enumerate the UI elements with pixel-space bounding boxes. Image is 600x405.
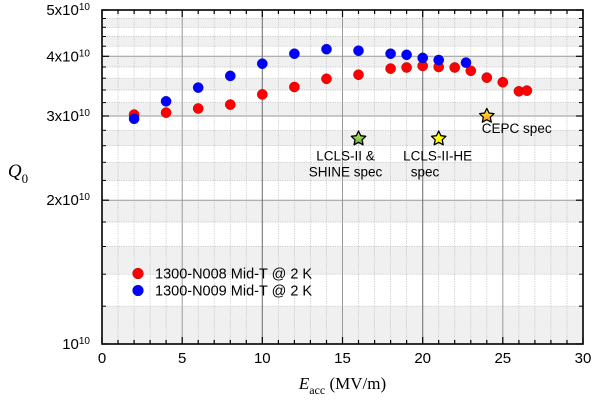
svg-text:0: 0 xyxy=(98,350,106,367)
svg-text:CEPC spec: CEPC spec xyxy=(482,121,552,136)
svg-text:LCLS-II-HE: LCLS-II-HE xyxy=(403,149,472,164)
svg-text:30: 30 xyxy=(575,350,592,367)
svg-text:15: 15 xyxy=(334,350,351,367)
svg-text:5: 5 xyxy=(178,350,186,367)
svg-text:10: 10 xyxy=(254,350,271,367)
svg-text:1300-N009 Mid-T @ 2 K: 1300-N009 Mid-T @ 2 K xyxy=(155,284,312,300)
svg-text:1010: 1010 xyxy=(62,336,90,354)
svg-text:20: 20 xyxy=(414,350,431,367)
svg-text:Eacc (MV/m): Eacc (MV/m) xyxy=(298,374,386,397)
svg-text:4x1010: 4x1010 xyxy=(46,48,90,66)
svg-text:25: 25 xyxy=(494,350,511,367)
svg-text:2x1010: 2x1010 xyxy=(46,192,90,210)
svg-text:3x1010: 3x1010 xyxy=(46,108,90,126)
svg-text:SHINE spec: SHINE spec xyxy=(309,165,383,180)
svg-text:spec: spec xyxy=(411,165,440,180)
svg-text:LCLS-II &: LCLS-II & xyxy=(316,149,375,164)
svg-text:Q0: Q0 xyxy=(8,161,28,186)
svg-text:5x1010: 5x1010 xyxy=(46,2,90,20)
svg-text:1300-N008 Mid-T @ 2 K: 1300-N008 Mid-T @ 2 K xyxy=(155,267,312,283)
